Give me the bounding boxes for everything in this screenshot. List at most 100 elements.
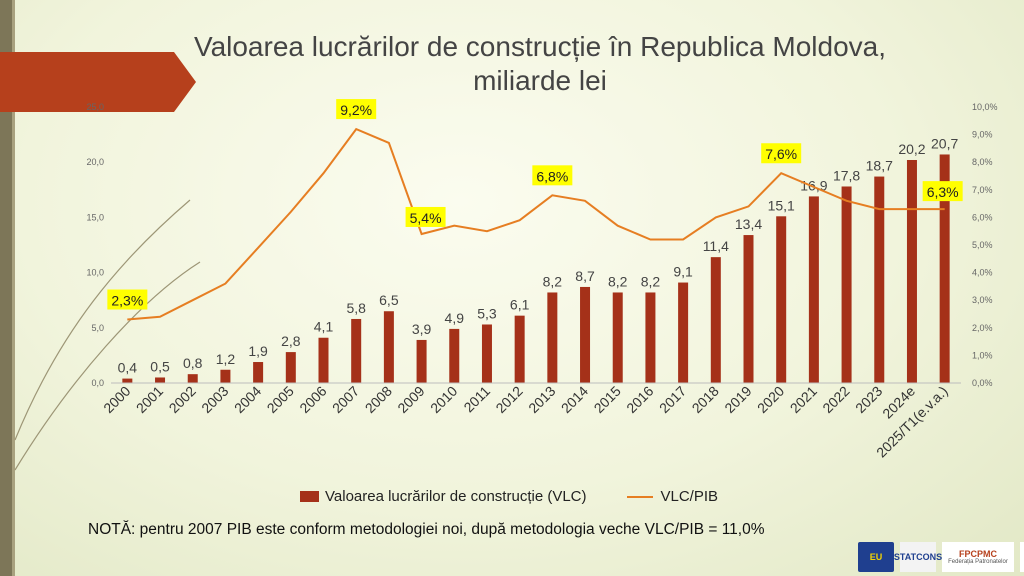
legend: Valoarea lucrărilor de construcție (VLC)… [300,488,718,505]
x-tick-label: 2010 [427,383,460,416]
x-tick-label: 2002 [166,383,199,416]
y-left-tick-label: 20,0 [86,157,104,167]
x-tick-label: 2013 [525,383,558,416]
chart-title-line2: miliarde lei [473,65,607,96]
bar-value-label: 17,8 [833,167,860,183]
bar-value-label: 5,8 [346,300,366,316]
eu-logo: EU [858,542,894,572]
x-tick-label: 2007 [329,383,362,416]
line-highlight-label: 2,3% [107,289,148,310]
fpcpmc-logo: FPCPMC Federația Patronatelor [942,542,1014,572]
y-right-tick-label: 6,0% [972,212,993,222]
bar-value-label: 9,1 [673,264,693,280]
line-series-vlc-pib [127,127,945,321]
line-highlight-text: 2,3% [111,293,143,309]
line-highlight-bg [922,181,963,202]
y-left-tick-label: 10,0 [86,268,104,278]
x-tick-label: 2016 [623,383,656,416]
line-highlight-bg [107,289,148,310]
x-axis-labels: 2000 2001 2002 2003 2004 2005 2006 2007 2008 2009… [100,383,951,461]
bar-value-label: 1,2 [216,351,236,367]
y-right-tick-label: 2,0% [972,323,993,333]
bar [710,257,721,383]
y-left-tick-label: 5,0 [91,323,104,333]
bar [318,337,329,383]
line-highlight-bg [761,143,802,164]
bar-value-label: 1,9 [248,343,268,359]
bar [351,318,362,383]
y-left-tick-label: 25,0 [86,102,104,112]
bar-value-label: 8,2 [543,273,563,289]
line-highlight-text: 5,4% [410,210,442,226]
y-right-tick-label: 4,0% [972,268,993,278]
bar-value-label: 11,4 [703,238,729,254]
x-tick-label: 2020 [754,383,787,416]
bar [514,315,525,383]
x-tick-label: 2006 [296,383,329,416]
bar [481,324,492,383]
bar-value-label: 5,3 [477,305,497,321]
bar-value-label: 0,5 [150,358,170,374]
statcons-logo: STATCONS [894,542,942,572]
bar [580,286,591,383]
line-highlight-label: 5,4% [405,206,446,227]
bar-value-label: 8,7 [575,268,595,284]
bar-value-label: 6,5 [379,292,399,308]
partner-logos: EU STATCONS FPCPMC Federația Patronatelo… [858,542,1024,572]
x-tick-label: 2014 [558,383,591,416]
bar-value-label: 8,2 [608,273,628,289]
y-right-tick-label: 8,0% [972,157,993,167]
y-right-tick-label: 1,0% [972,350,993,360]
bar [743,235,754,383]
bar-value-label: 15,1 [768,197,795,213]
bar-value-label: 8,2 [641,273,661,289]
x-tick-label: 2011 [460,383,493,416]
y-right-tick-label: 0,0% [972,378,993,388]
bar [383,311,394,383]
bar-value-label: 0,4 [118,360,138,376]
line-labels: 2,3% 9,2% 5,4% 6,8% 7,6% 6,3% [107,99,963,310]
line-highlight-label: 6,3% [922,181,963,202]
title-accent-bar [0,52,174,112]
line-highlight-bg [336,99,377,120]
decor-curve-2 [14,261,201,471]
bar [187,374,198,383]
legend-bar-label: Valoarea lucrărilor de construcție (VLC) [325,488,587,505]
line-highlight-label: 7,6% [761,143,802,164]
fpcpmc-logo-subtext: Federația Patronatelor [948,559,1008,565]
bar [841,186,852,383]
bar [808,196,819,383]
bar [612,292,623,383]
bar [678,282,689,383]
y-right-tick-label: 7,0% [972,185,993,195]
y-axis-left: 0,0 5,0 10,0 15,0 20,0 25,0 [86,102,104,388]
bar [122,378,133,383]
line-highlight-bg [532,165,573,186]
x-tick-label: 2022 [819,383,852,416]
y-right-tick-label: 10,0% [972,102,998,112]
line-highlight-label: 6,8% [532,165,573,186]
bar-value-label: 4,9 [445,310,465,326]
line-highlight-bg [405,206,446,227]
y-axis-right: 0,0% 1,0% 2,0% 3,0% 4,0% 5,0% 6,0% 7,0% 8,0% 9,0%… [972,102,998,388]
bar [547,292,558,383]
y-left-tick-label: 15,0 [86,212,104,222]
title-accent-arrow [174,52,196,112]
fpcpmc-logo-text: FPCPMC [959,549,997,559]
x-tick-label: 2008 [362,383,395,416]
left-decor-stripe [12,0,15,576]
y-right-tick-label: 9,0% [972,130,993,140]
line-highlight-text: 6,8% [536,168,568,184]
3f-logo: 3F [1020,542,1024,572]
bar [939,154,950,383]
chart-title: Valoarea lucrărilor de construcție în Re… [180,30,900,98]
line-highlight-label: 9,2% [336,99,377,120]
legend-line-swatch [626,495,653,498]
x-tick-label: 2012 [492,383,525,416]
decor-curve-1 [14,199,191,441]
x-tick-label: 2000 [100,383,133,416]
x-tick-label: 2019 [721,383,754,416]
bar-value-label: 3,9 [412,321,432,337]
line-highlight-text: 6,3% [927,184,959,200]
